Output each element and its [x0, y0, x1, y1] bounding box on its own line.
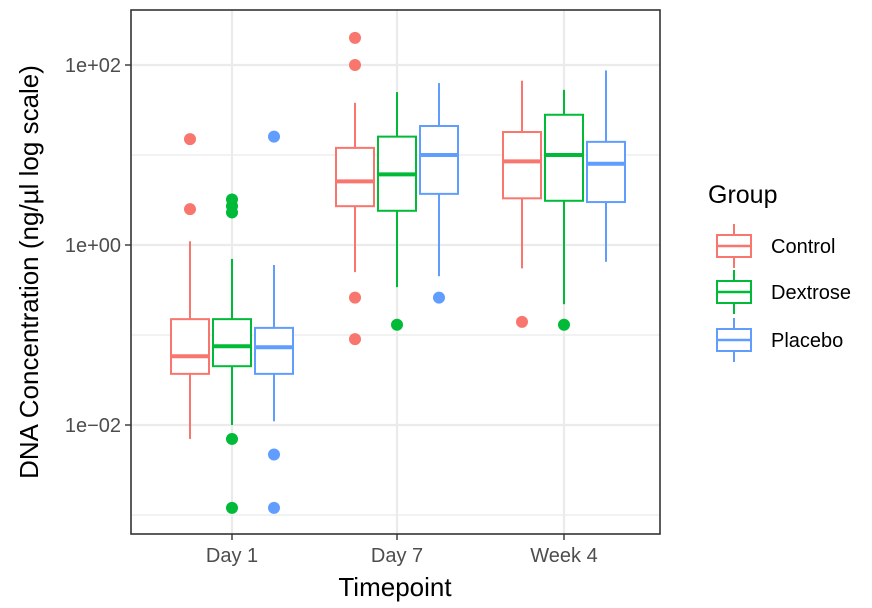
box-iqr: [335, 146, 375, 208]
legend-label: Placebo: [771, 330, 843, 352]
x-tick-label: Day 1: [206, 545, 258, 567]
outlier-point: [184, 203, 196, 216]
legend-entry-placebo: Placebo: [716, 318, 843, 362]
legend-entries: Control Dextrose Placebo: [716, 224, 851, 362]
legend-label: Control: [771, 236, 835, 258]
box-iqr: [586, 140, 626, 204]
box-dextrose: [212, 193, 252, 514]
outlier-point: [349, 31, 361, 44]
y-tick-label: 1e−02: [65, 415, 121, 437]
plot-panel-border: [130, 9, 661, 535]
box-dextrose: [377, 92, 417, 331]
outlier-point: [226, 501, 238, 514]
legend-label: Dextrose: [771, 282, 851, 304]
x-tick-label: Day 7: [371, 545, 423, 567]
legend-entry-control: Control: [716, 224, 835, 268]
outlier-point: [433, 291, 445, 304]
outlier-point: [268, 130, 280, 143]
box-placebo: [586, 70, 626, 262]
outlier-point: [226, 432, 238, 445]
box-iqr: [170, 318, 210, 375]
legend-title: Group: [708, 181, 777, 209]
box-placebo: [419, 83, 459, 304]
axes-layer: 1e−02 1e+00 1e+02 Day 1 Day 7 Week 4: [65, 55, 598, 567]
box-control: [335, 31, 375, 346]
box-placebo: [254, 130, 294, 514]
box-iqr: [544, 113, 584, 202]
box-control: [170, 133, 210, 439]
boxes-layer: [170, 31, 626, 514]
box-iqr: [419, 125, 459, 195]
outlier-point: [268, 448, 280, 461]
box-dextrose: [544, 89, 584, 331]
y-tick-label: 1e+00: [65, 235, 121, 257]
outlier-point: [226, 193, 238, 206]
box-iqr: [502, 131, 542, 200]
x-axis-title: Timepoint: [338, 572, 452, 602]
box-iqr: [254, 326, 294, 375]
x-tick-label: Week 4: [530, 545, 597, 567]
box-iqr: [212, 318, 252, 368]
outlier-point: [558, 318, 570, 331]
y-axis-title: DNA Concentration (ng/µl log scale): [14, 65, 44, 479]
outlier-point: [349, 59, 361, 71]
outlier-point: [349, 333, 361, 346]
outlier-point: [391, 318, 403, 331]
outlier-point: [349, 291, 361, 304]
plot-panel-background: [131, 10, 660, 534]
legend: Group Control Dextrose Placebo: [708, 181, 851, 362]
box-control: [502, 80, 542, 328]
outlier-point: [184, 133, 196, 146]
y-tick-label: 1e+02: [65, 55, 121, 77]
outlier-point: [516, 315, 528, 328]
outlier-point: [268, 501, 280, 514]
legend-entry-dextrose: Dextrose: [716, 270, 851, 314]
